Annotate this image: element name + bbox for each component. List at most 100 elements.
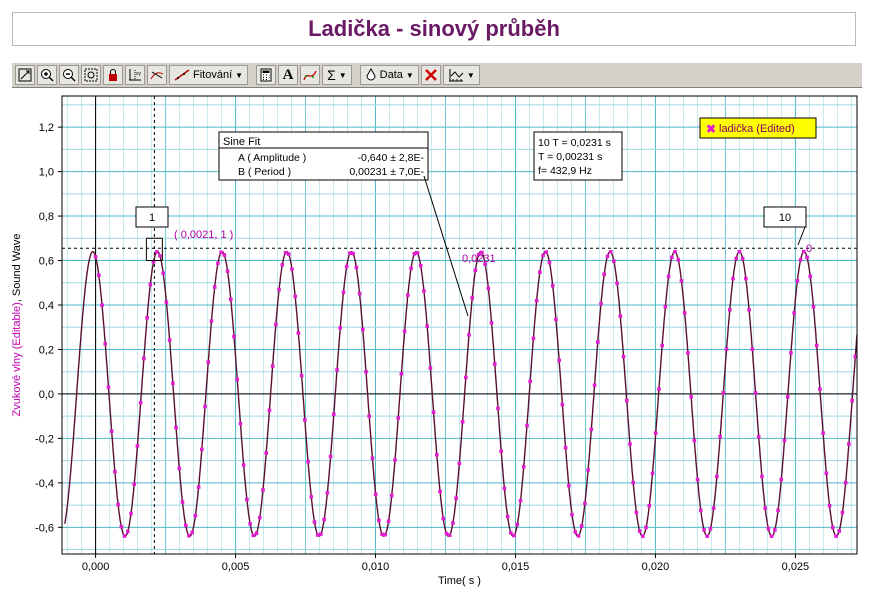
font-icon[interactable]: A: [278, 65, 299, 85]
y-tick-label: 1,2: [39, 122, 54, 134]
data-point: [409, 266, 413, 271]
data-point: [377, 518, 381, 523]
data-point: [161, 271, 165, 275]
lock-icon[interactable]: [103, 65, 123, 85]
data-point: [750, 347, 755, 352]
data-point: [538, 270, 542, 274]
zoom-in-icon[interactable]: [37, 65, 57, 85]
data-point: [518, 499, 523, 503]
examine-icon[interactable]: xy: [125, 65, 145, 85]
data-point: [505, 514, 510, 519]
zoom-out-icon[interactable]: [59, 65, 79, 85]
data-label: Data: [379, 69, 403, 81]
data-point: [373, 492, 378, 496]
delete-icon[interactable]: [420, 65, 441, 85]
graph-options-button[interactable]: ▼: [442, 65, 480, 85]
data-point: [219, 250, 223, 255]
data-point: [744, 276, 748, 281]
data-point: [673, 249, 677, 254]
data-point: [605, 254, 610, 259]
data-point: [119, 524, 124, 529]
data-point: [444, 531, 449, 536]
data-point: [425, 324, 429, 328]
data-point: [476, 252, 481, 257]
data-point: [470, 296, 475, 300]
data-point: [612, 259, 616, 263]
data-point: [521, 464, 526, 469]
data-point: [122, 534, 127, 538]
calculator-icon[interactable]: [256, 65, 277, 85]
data-point: [567, 483, 571, 488]
data-point: [135, 444, 140, 448]
data-point: [454, 496, 458, 501]
data-point: [367, 414, 372, 418]
sine-fit-title: Sine Fit: [223, 136, 260, 148]
data-point: [412, 252, 417, 256]
data-point: [248, 521, 252, 526]
data-point: [576, 534, 581, 538]
data-point: [782, 438, 787, 443]
data-point: [528, 379, 532, 384]
data-point: [222, 253, 227, 257]
chart: -0,6-0,4-0,20,00,20,40,60,81,01,20,000 0,…: [11, 95, 858, 587]
data-point: [100, 303, 104, 308]
data-point: [116, 502, 120, 507]
data-point: [257, 515, 262, 520]
data-point: [167, 338, 172, 342]
data-point: [138, 400, 143, 405]
y-tick-label: -0,2: [35, 433, 54, 445]
grid: [62, 96, 857, 554]
data-point: [512, 533, 516, 538]
data-point: [657, 387, 661, 391]
data-point: [821, 431, 825, 435]
data-point: [595, 340, 600, 344]
data-point: [299, 373, 304, 378]
data-point: [203, 404, 207, 409]
data-point: [698, 508, 703, 513]
tangent-icon[interactable]: [147, 65, 167, 85]
chevron-down-icon: ▼: [338, 70, 347, 80]
data-point: [486, 286, 491, 291]
data-point: [393, 458, 397, 462]
data-point: [312, 520, 317, 524]
data-point: [386, 519, 391, 524]
data-point: [322, 517, 326, 522]
data-point: [808, 274, 813, 279]
data-point: [193, 513, 198, 518]
data-point: [309, 495, 314, 499]
data-point: [415, 251, 420, 255]
y-tick-label: 0,4: [39, 300, 54, 312]
data-point: [843, 480, 848, 485]
data-point: [370, 456, 375, 461]
data-point: [647, 503, 652, 508]
svg-text:xy: xy: [136, 71, 142, 77]
data-point: [190, 530, 194, 535]
data-point: [724, 347, 729, 352]
data-point: [560, 402, 565, 407]
data-point: [547, 260, 552, 265]
data-point: [154, 250, 159, 254]
data-point: [802, 249, 806, 254]
chevron-down-icon: ▼: [235, 70, 244, 80]
data-point: [824, 471, 829, 476]
zoom-select-icon[interactable]: [81, 65, 101, 85]
data-point: [660, 343, 664, 348]
y-tick-label: 0,8: [39, 211, 54, 223]
linear-fit-button[interactable]: Fitování ▼: [169, 65, 249, 85]
data-point: [380, 532, 384, 537]
data-point: [438, 489, 442, 494]
data-button[interactable]: Data ▼: [359, 65, 419, 85]
data-point: [251, 533, 256, 538]
data-point: [814, 343, 819, 348]
statistics-button[interactable]: Σ ▼: [322, 65, 352, 85]
data-point: [834, 534, 838, 538]
curve-fit-icon[interactable]: [300, 65, 321, 85]
data-point: [840, 510, 845, 515]
data-point: [663, 304, 668, 309]
data-point: [325, 491, 330, 495]
data-point: [344, 264, 349, 269]
sine-fit-param: B ( Period ): [238, 166, 291, 178]
autoscale-icon[interactable]: [15, 65, 35, 85]
data-point: [734, 256, 739, 261]
data-point: [164, 300, 169, 305]
